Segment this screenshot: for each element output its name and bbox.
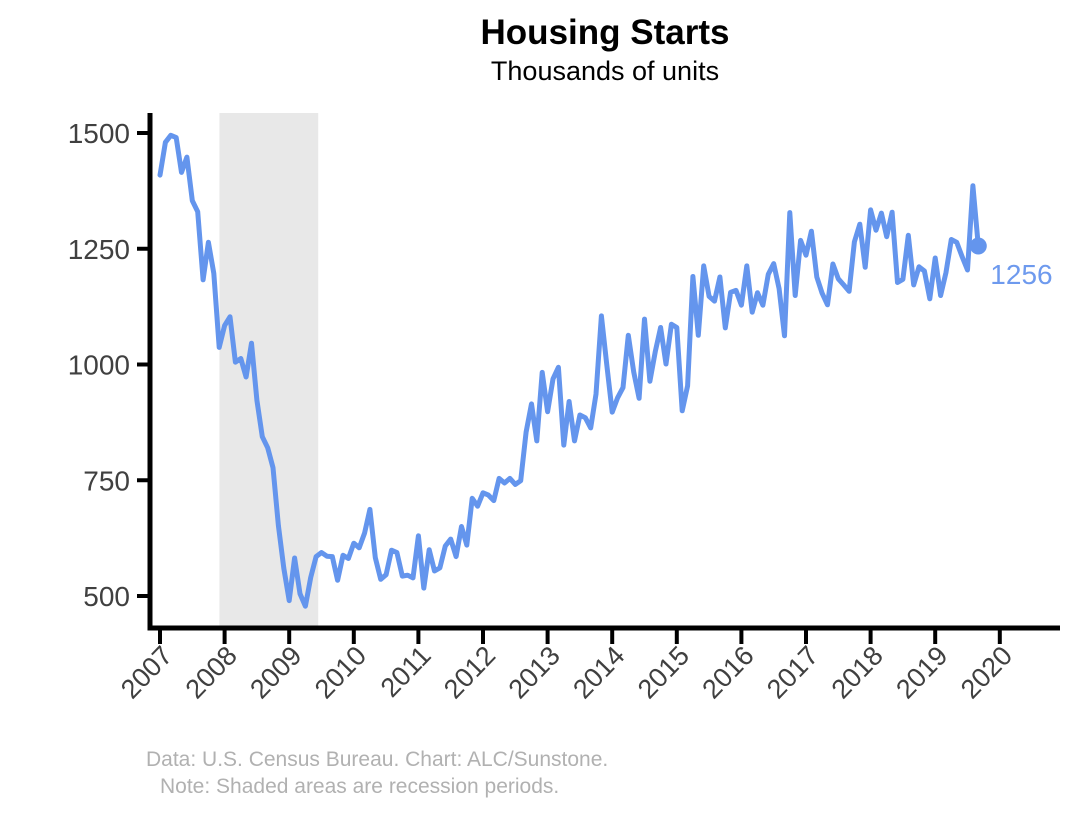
recession-band	[219, 113, 319, 626]
x-tick-label: 2015	[632, 640, 695, 704]
caption-recession-note: Note: Shaded areas are recession periods…	[160, 775, 560, 798]
y-tick-label: 1500	[68, 118, 130, 149]
chart-subtitle: Thousands of units	[490, 56, 720, 86]
x-tick-label: 2018	[826, 640, 889, 704]
x-tick-label: 2008	[180, 640, 243, 704]
x-tick-label: 2009	[244, 640, 307, 704]
last-point-marker	[969, 237, 987, 255]
caption-data-source: Data: U.S. Census Bureau. Chart: ALC/Sun…	[146, 748, 609, 771]
x-tick-label: 2020	[955, 640, 1018, 704]
source-caption: Data: U.S. Census Bureau. Chart: ALC/Sun…	[146, 746, 846, 800]
x-tick-label: 2011	[375, 640, 437, 703]
x-tick-label: 2019	[890, 640, 953, 704]
y-tick-label: 500	[83, 581, 130, 612]
x-tick-label: 2012	[438, 640, 501, 704]
end-value-label: 1256	[990, 259, 1052, 290]
x-tick-label: 2016	[696, 640, 759, 704]
x-tick-label: 2010	[309, 640, 372, 704]
y-tick-label: 750	[83, 465, 130, 496]
y-tick-label: 1000	[68, 350, 130, 381]
x-tick-label: 2007	[115, 640, 178, 704]
housing-starts-line	[157, 132, 981, 609]
y-tick-label: 1250	[68, 234, 130, 265]
x-tick-label: 2014	[567, 640, 630, 704]
chart-title: Housing Starts	[480, 13, 730, 52]
x-tick-label: 2017	[761, 640, 824, 704]
x-tick-label: 2013	[503, 640, 566, 704]
